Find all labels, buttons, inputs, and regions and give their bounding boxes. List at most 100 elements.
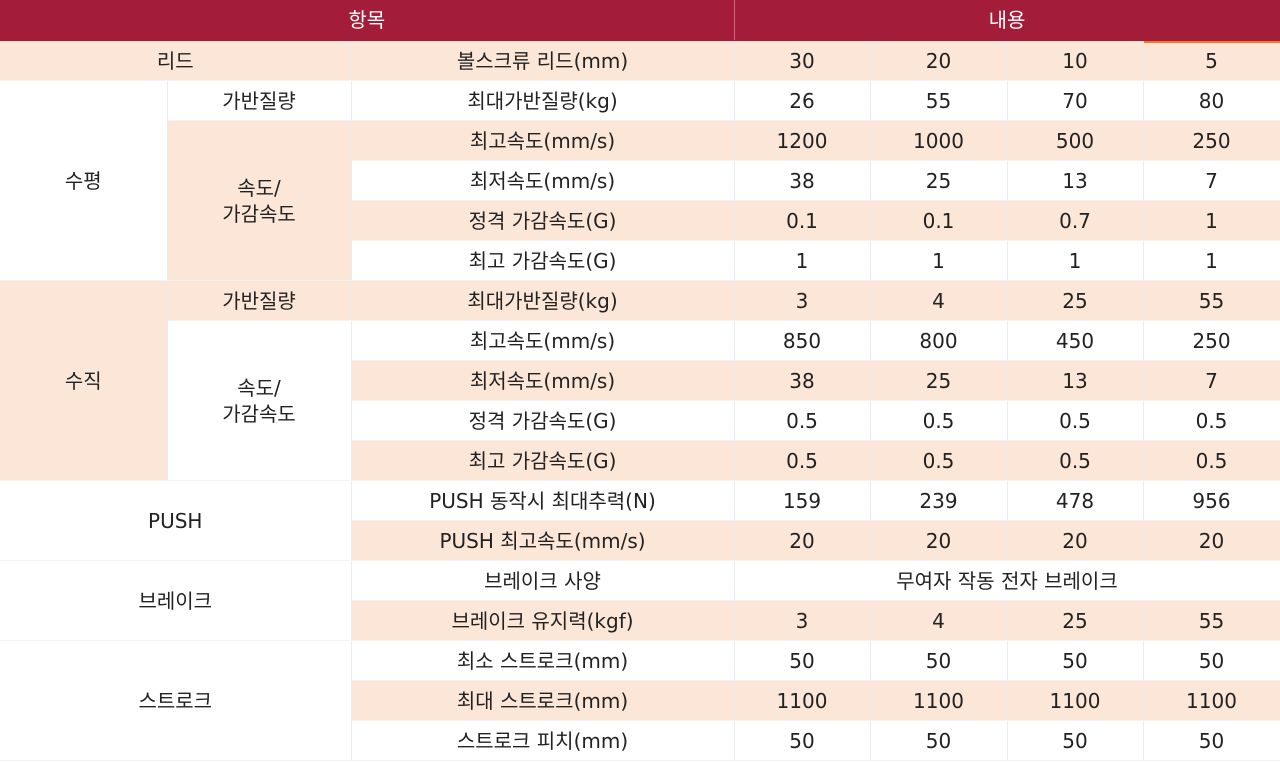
cell-value: 20 [1143,520,1280,561]
cell-value: 1100 [870,680,1008,721]
row-label: 최소 스트로크(mm) [351,640,735,681]
cell-value: 1 [870,240,1008,281]
cell-value: 800 [870,320,1008,361]
group-push: PUSH [0,480,352,561]
cell-value: 850 [734,320,871,361]
table-row: 브레이크 유지력(kgf) 3 4 25 55 [0,600,1280,641]
cell-value: 1000 [870,120,1008,161]
cell-value: 500 [1007,120,1144,161]
row-label: 스트로크 피치(mm) [351,720,735,761]
cell-value: 0.5 [1007,440,1144,481]
cell-value: 38 [734,360,871,401]
table-row-lead: 리드 볼스크류 리드(mm) 30 20 10 5 [0,40,1280,81]
cell-value: 3 [734,600,871,641]
cell-value: 25 [1007,280,1144,321]
cell-value: 1100 [1007,680,1144,721]
cell-value: 50 [734,640,871,681]
cell-value: 1 [1143,240,1280,281]
row-label: 최대가반질량(kg) [351,80,735,121]
row-label: PUSH 동작시 최대추력(N) [351,480,735,521]
group-stroke: 스트로크 [0,640,352,761]
cell-value: 1100 [734,680,871,721]
cell-value: 80 [1143,80,1280,121]
table-row: 스트로크 최소 스트로크(mm) 50 50 50 50 [0,640,1280,761]
cell-value: 13 [1007,160,1144,201]
cell-value: 50 [734,720,871,761]
cell-value: 0.5 [1007,400,1144,441]
cell-value: 55 [870,80,1008,121]
table-row: 정격 가감속도(G) 0.5 0.5 0.5 0.5 [0,400,1280,441]
cell-value: 1 [734,240,871,281]
table-row: 속도/ 가감속도 최고속도(mm/s) 850 800 450 250 [0,320,1280,481]
cell-value: 55 [1143,280,1280,321]
cell-value: 0.5 [870,400,1008,441]
cell-value: 1200 [734,120,871,161]
cell-value: 0.7 [1007,200,1144,241]
cell-value: 0.1 [870,200,1008,241]
row-label: 브레이크 사양 [351,560,735,601]
header-content: 내용 [734,0,1280,41]
cell-value: 1 [1007,240,1144,281]
table-row: 최고 가감속도(G) 0.5 0.5 0.5 0.5 [0,440,1280,481]
cell-value: 20 [734,520,871,561]
subgroup-payload: 가반질량 [167,80,352,121]
cell-value: 20 [870,520,1008,561]
cell-value: 0.5 [734,440,871,481]
cell-value: 3 [734,280,871,321]
table-row: PUSH PUSH 동작시 최대추력(N) 159 239 478 956 [0,480,1280,561]
cell-value: 7 [1143,360,1280,401]
row-label: 최고 가감속도(G) [351,240,735,281]
cell-value: 250 [1143,120,1280,161]
table-row: 스트로크 피치(mm) 50 50 50 50 [0,720,1280,761]
cell-value: 250 [1143,320,1280,361]
cell-value: 70 [1007,80,1144,121]
table-row: 수평 가반질량 최대가반질량(kg) 26 55 70 80 [0,80,1280,281]
cell-value: 4 [870,280,1008,321]
table-row: 최고 가감속도(G) 1 1 1 1 [0,240,1280,281]
group-vertical: 수직 [0,280,168,481]
row-label: 최대가반질량(kg) [351,280,735,321]
row-label: 최대 스트로크(mm) [351,680,735,721]
cell-value: 239 [870,480,1008,521]
table-row: 최저속도(mm/s) 38 25 13 7 [0,360,1280,401]
cell-value: 26 [734,80,871,121]
cell-value: 20 [870,40,1008,81]
cell-value: 450 [1007,320,1144,361]
cell-value: 956 [1143,480,1280,521]
table-row: 속도/ 가감속도 최고속도(mm/s) 1200 1000 500 250 [0,120,1280,281]
cell-value: 50 [1007,640,1144,681]
cell-value: 50 [1143,720,1280,761]
cell-value: 1100 [1143,680,1280,721]
cell-value: 50 [870,720,1008,761]
cell-value: 159 [734,480,871,521]
cell-value: 7 [1143,160,1280,201]
group-brake: 브레이크 [0,560,352,641]
subgroup-speed-accel: 속도/ 가감속도 [166,120,352,281]
row-label: PUSH 최고속도(mm/s) [351,520,735,561]
cell-value: 30 [734,40,871,81]
row-label: 볼스크류 리드(mm) [351,40,735,81]
row-label: 최고 가감속도(G) [351,440,735,481]
cell-value: 5 [1143,40,1280,81]
table-row: 브레이크 브레이크 사양 무여자 작동 전자 브레이크 [0,560,1280,641]
table-header-row: 항목 내용 [0,0,1280,41]
row-label: 정격 가감속도(G) [351,400,735,441]
table-row: 정격 가감속도(G) 0.1 0.1 0.7 1 [0,200,1280,241]
cell-value: 0.5 [734,400,871,441]
cell-value: 55 [1143,600,1280,641]
header-item: 항목 [0,0,735,41]
group-horizontal: 수평 [0,80,168,281]
cell-value-merged: 무여자 작동 전자 브레이크 [734,560,1280,601]
row-label: 최저속도(mm/s) [351,360,735,401]
row-label: 정격 가감속도(G) [351,200,735,241]
cell-value: 10 [1007,40,1144,81]
cell-value: 0.5 [1143,440,1280,481]
subgroup-speed-accel: 속도/ 가감속도 [166,320,352,481]
cell-value: 25 [870,160,1008,201]
cell-value: 38 [734,160,871,201]
cell-value: 50 [1007,720,1144,761]
cell-value: 0.5 [1143,400,1280,441]
cell-value: 25 [1007,600,1144,641]
subgroup-payload: 가반질량 [167,280,352,321]
